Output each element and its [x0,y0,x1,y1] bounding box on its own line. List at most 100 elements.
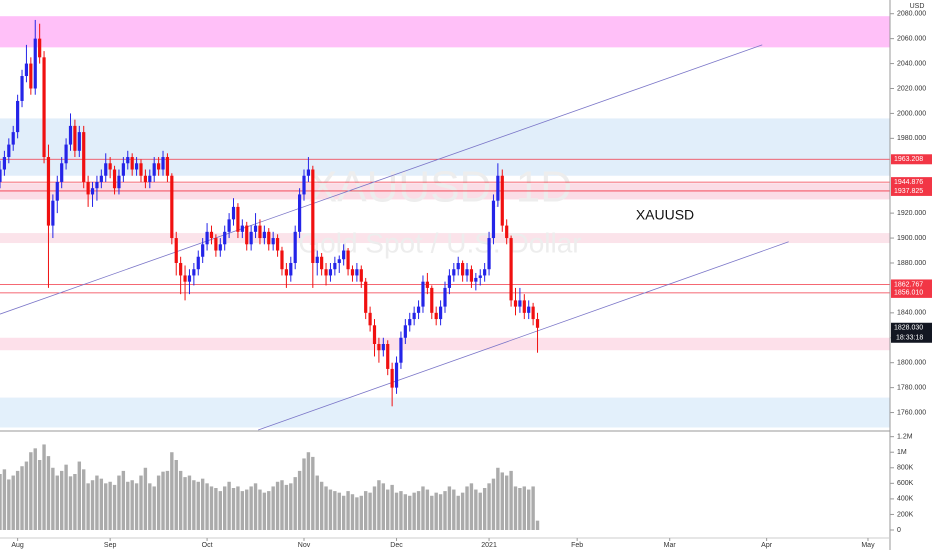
watermark: XAUUSD, 1D [308,163,572,212]
volume-bar [403,494,408,530]
candle-body [60,163,64,182]
volume-bar [15,470,20,530]
volume-bar [42,444,46,530]
volume-bar [209,486,214,530]
candle-body [236,206,240,232]
volume-bar [465,486,469,530]
volume-bar [249,486,253,530]
volume-bar [421,486,425,530]
volume-tick-label: 200K [897,511,914,518]
level-label: 1862.767 [894,281,923,288]
candle-body [386,344,390,369]
candle-body [350,269,355,276]
volume-bar [482,488,487,530]
candle-body [95,181,99,189]
candle-body [320,256,324,270]
volume-bar [478,492,482,530]
volume-bar [192,480,196,530]
candle-body [381,344,385,351]
candle-body [161,157,165,170]
candle-body [368,312,372,326]
volume-tick-label: 600K [897,480,914,487]
candle-body [86,181,90,195]
candle-body [474,277,478,282]
volume-bar [130,480,134,530]
candle-body [33,38,37,89]
volume-bar [236,486,240,530]
volume-bar [315,475,319,530]
candle-body [284,269,288,276]
candle-body [408,319,412,326]
candle-body [531,306,535,320]
candle-body [16,100,20,133]
zone [0,233,890,244]
x-tick-label: 2021 [481,542,497,549]
volume-bar [386,489,390,530]
volume-bar [425,489,430,530]
candle-body [412,312,416,320]
volume-bar [161,471,165,530]
x-tick-label: Feb [571,542,583,549]
candle-body [271,238,275,245]
zone [0,118,890,176]
x-tick-label: Oct [202,542,213,549]
volume-bar [165,470,170,530]
candle-body [364,281,368,313]
volume-bar [231,488,236,530]
volume-bar [289,483,293,530]
level-tag [891,154,932,165]
volume-bar [240,491,245,530]
candle-body [416,306,421,313]
candle-body [535,319,540,328]
axes: 1760.0001780.0001800.0001820.0001840.000… [11,11,932,549]
candle-body [298,194,302,232]
candle-body [187,275,192,282]
candle-body [430,287,434,313]
volume-bar [205,483,209,530]
volume-bar [143,467,148,530]
candle-body [201,244,205,257]
candle-body [483,269,487,276]
volume-bar [363,491,368,530]
candle-body [425,281,429,288]
volume-bar [95,475,99,530]
volume-bar [68,476,73,530]
candle-body [505,225,509,239]
volume-bar [509,470,513,530]
volume-bar [86,483,90,530]
volume-bar [346,491,350,530]
candle-body [11,132,15,145]
candle-body [461,262,465,276]
candle-body [452,269,456,276]
watermark-sub: Gold Spot / U.S. Dollar [298,227,581,258]
y-tick-label: 1800.000 [897,360,926,367]
candle-body [372,325,377,344]
candle-body [2,157,7,170]
candle-body [152,163,156,176]
candle-body [465,269,469,276]
volume-bar [311,456,315,530]
candle-body [143,175,147,182]
candle-body [509,238,513,301]
candle-body [293,231,297,263]
candle-body [104,163,108,176]
candle-body [456,262,460,270]
volume-bar [271,486,275,530]
volume-bar [214,488,218,530]
candle-body [46,157,51,226]
volume-tick-label: 800K [897,465,914,472]
volume-bar [227,481,231,530]
candle-body [302,175,306,195]
y-tick-label: 1880.000 [897,260,926,267]
candle-body [491,200,496,239]
candle-body [496,175,500,201]
volume-bar [51,467,55,530]
candle-body [117,175,121,189]
level-tag [891,287,932,298]
candle-body [148,175,152,182]
candle-body [443,287,447,307]
volume-bar [297,470,302,530]
volume-bar [0,474,2,530]
volume-bar [280,480,284,530]
background [0,16,890,428]
